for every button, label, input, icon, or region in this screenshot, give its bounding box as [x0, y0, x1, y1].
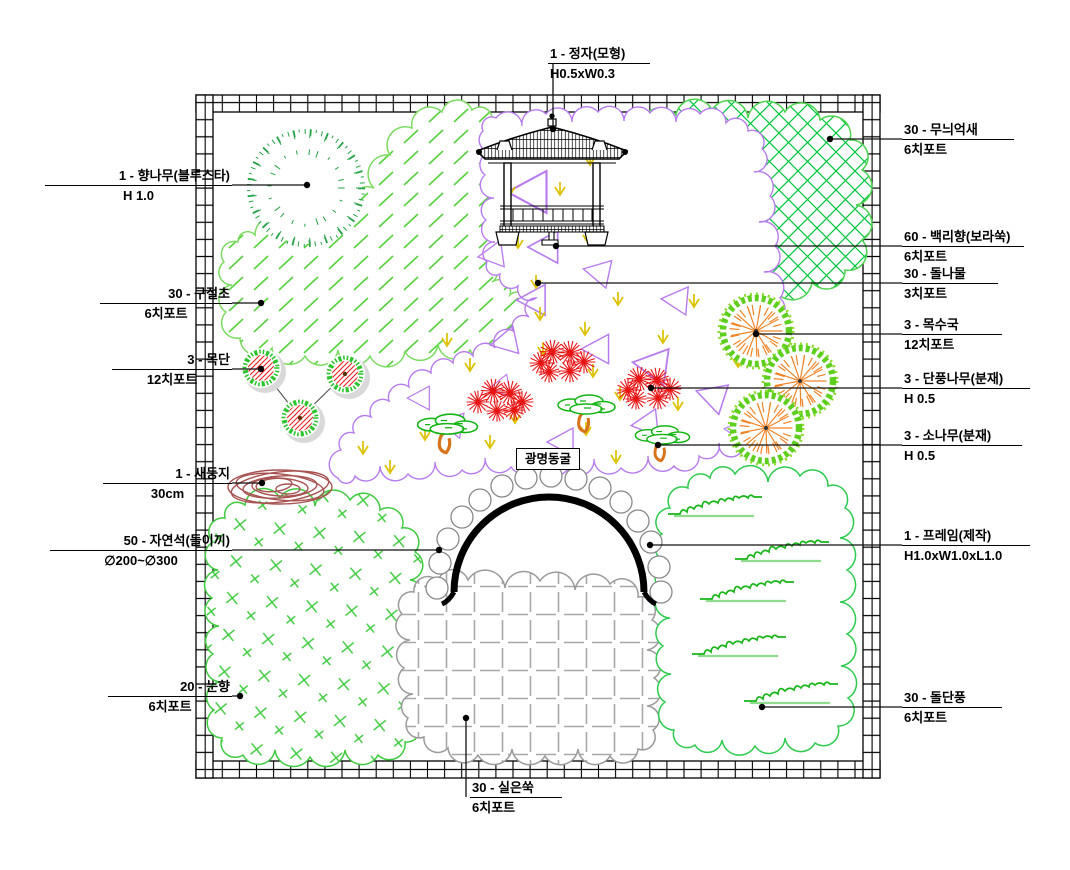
plant-label-spec: H1.0xW1.0xL1.0 [904, 548, 1003, 563]
label-dolnamul: 30 - 돌나물 3치포트 [902, 265, 998, 302]
label-doldanpung: 30 - 돌단풍 6치포트 [902, 689, 1002, 726]
plant-label-spec: H 1.0 [122, 188, 155, 203]
plant-label-spec: H0.5xW0.3 [550, 66, 616, 81]
plant-label-spec: ∅200~∅300 [104, 553, 178, 568]
label-jayeonseok: 50 - 자연석(돌이끼) ∅200~∅300 [50, 532, 232, 569]
label-sileunssuk: 30 - 실은쑥 6치포트 [470, 779, 562, 816]
plant-label-name: 1 - 향나무(블루스타) [45, 167, 232, 186]
natural-stones [425, 464, 673, 604]
plant-label-spec: H 0.5 [904, 448, 936, 463]
label-danpung: 3 - 단풍나무(분재) H 0.5 [902, 370, 1030, 407]
label-hyangnamu: 1 - 향나무(블루스타) H 1.0 [45, 167, 232, 204]
plant-label-name: 3 - 목수국 [902, 316, 1002, 335]
label-munui-eoksae: 30 - 무늬억새 6치포트 [902, 121, 1014, 158]
plant-label-spec: 6치포트 [144, 306, 188, 321]
label-mokdan: 3 - 목단 12치포트 [112, 351, 232, 388]
plant-label-name: 30 - 돌단풍 [902, 689, 1002, 708]
moksuguk-symbols [717, 292, 839, 467]
tunnel-arch [425, 464, 673, 607]
maple-symbols [466, 339, 682, 422]
label-sonamu: 3 - 소나무(분재) H 0.5 [902, 427, 1022, 464]
plant-label-spec: 12치포트 [904, 337, 955, 352]
plant-label-spec: H 0.5 [904, 391, 936, 406]
sileunssuk-area [395, 568, 662, 766]
tunnel-name-box: 광명동굴 [516, 448, 580, 470]
plant-label-spec: 6치포트 [148, 699, 192, 714]
plant-label-name: 50 - 자연석(돌이끼) [50, 532, 232, 551]
plant-label-name: 30 - 구절초 [100, 285, 232, 304]
label-nunhyang: 20 - 눈향 6치포트 [108, 678, 232, 715]
plant-label-name: 3 - 목단 [112, 351, 232, 370]
leader-lines [232, 64, 902, 797]
plant-label-spec: 30cm [150, 486, 185, 501]
label-baeglihyang: 60 - 백리향(보라쑥) 6치포트 [902, 228, 1024, 265]
leader-dots [236, 125, 834, 722]
plant-label-name: 3 - 단풍나무(분재) [902, 370, 1030, 389]
plant-label-spec: 3치포트 [904, 286, 948, 301]
plant-label-spec: 6치포트 [904, 710, 948, 725]
plant-label-spec: 12치포트 [146, 372, 198, 387]
plant-label-name: 30 - 무늬억새 [902, 121, 1014, 140]
label-frame: 1 - 프레임(제작) H1.0xW1.0xL1.0 [902, 527, 1030, 564]
pavilion [475, 113, 629, 246]
label-gujeolcho: 30 - 구절초 6치포트 [100, 285, 232, 322]
plant-label-spec: 6치포트 [904, 142, 948, 157]
label-saedungji: 1 - 새둥지 30cm [103, 465, 232, 502]
plant-label-name: 20 - 눈향 [108, 678, 232, 697]
plant-label-name: 1 - 프레임(제작) [902, 527, 1030, 546]
doldanpung-area [654, 464, 858, 756]
plant-label-name: 1 - 정자(모형) [548, 45, 650, 64]
label-jeongja: 1 - 정자(모형) H0.5xW0.3 [548, 45, 650, 82]
plan-border [195, 94, 881, 779]
plant-label-name: 3 - 소나무(분재) [902, 427, 1022, 446]
mokdan-symbols [241, 348, 370, 443]
plant-label-spec: 6치포트 [904, 249, 948, 264]
label-moksuguk: 3 - 목수국 12치포트 [902, 316, 1002, 353]
plant-label-name: 30 - 돌나물 [902, 265, 998, 284]
nunhyang-area [203, 487, 425, 768]
plant-label-name: 30 - 실은쑥 [470, 779, 562, 798]
plant-label-spec: 6치포트 [472, 800, 516, 815]
plant-label-name: 1 - 새둥지 [103, 465, 232, 484]
plant-label-name: 60 - 백리향(보라쑥) [902, 228, 1024, 247]
